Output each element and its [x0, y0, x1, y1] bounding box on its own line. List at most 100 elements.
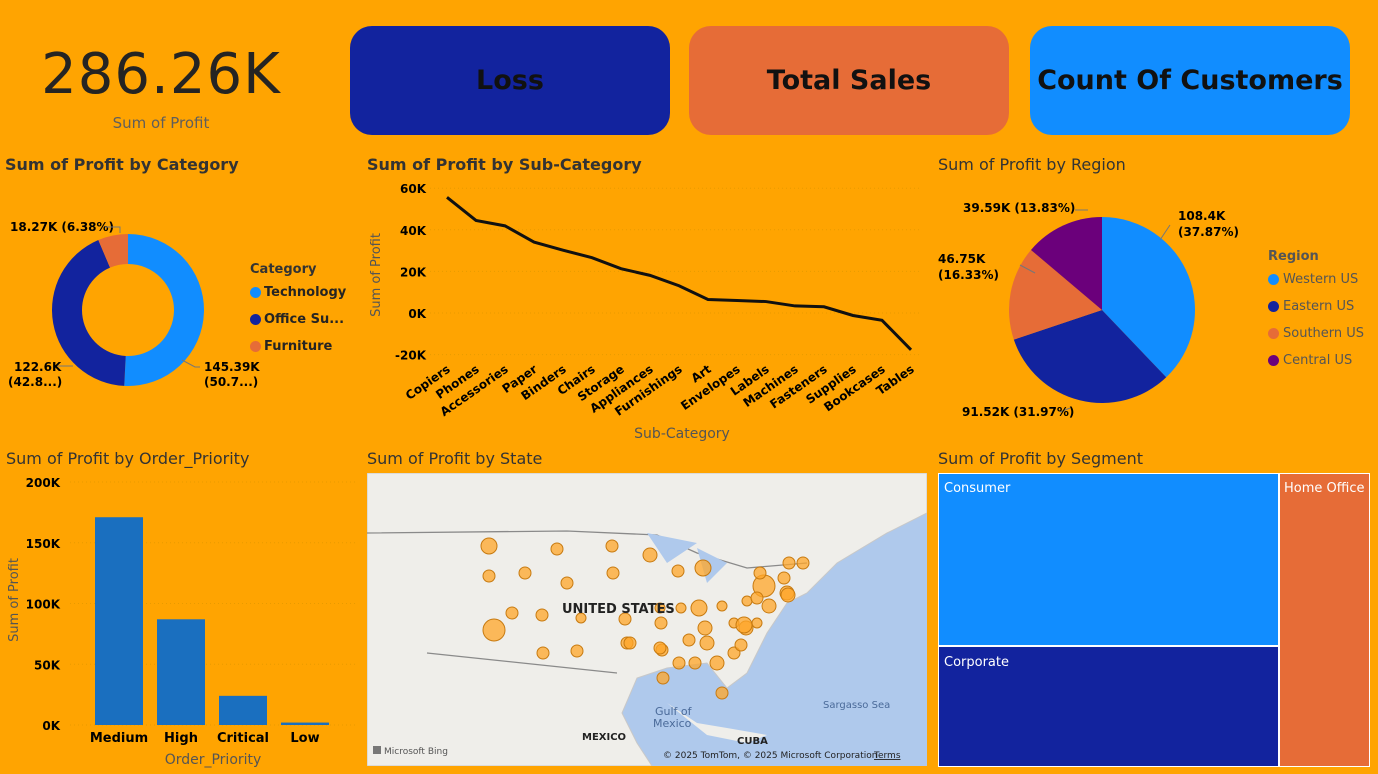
- state-bubble[interactable]: [709, 655, 725, 671]
- pie-label-western-pct: (37.87%): [1178, 225, 1239, 239]
- x-tick-label: Medium: [90, 731, 148, 746]
- map-label-gulf2: Mexico: [653, 717, 692, 730]
- legend-item-central[interactable]: Central US: [1268, 347, 1364, 374]
- state-bubble[interactable]: [715, 686, 729, 700]
- state-bubble[interactable]: [560, 576, 574, 590]
- map-attribution: © 2025 TomTom, © 2025 Microsoft Corporat…: [663, 751, 877, 761]
- legend-item-western[interactable]: Western US: [1268, 266, 1364, 293]
- state-bubble[interactable]: [751, 617, 763, 629]
- bar-medium[interactable]: [95, 517, 143, 725]
- state-bubble[interactable]: [550, 542, 564, 556]
- donut-label-furniture: 18.27K (6.38%): [10, 220, 114, 234]
- bar-high[interactable]: [157, 619, 205, 725]
- state-bubble[interactable]: [699, 635, 715, 651]
- treemap-tile-consumer[interactable]: Consumer: [938, 473, 1279, 646]
- donut-label-office: 122.6K: [14, 360, 62, 374]
- count-customers-button[interactable]: Count Of Customers: [1030, 26, 1350, 135]
- state-bubble[interactable]: [682, 633, 696, 647]
- state-bubble[interactable]: [482, 569, 496, 583]
- state-bubble[interactable]: [688, 656, 702, 670]
- state-bubble-map[interactable]: UNITED STATES Gulf of Mexico MEXICO CUBA…: [367, 473, 927, 766]
- legend-label: Office Su...: [264, 312, 345, 327]
- state-bubble[interactable]: [570, 644, 584, 658]
- state-bubble[interactable]: [505, 606, 519, 620]
- priority-y-axis-title: Sum of Profit: [7, 558, 22, 642]
- state-bubble[interactable]: [654, 616, 668, 630]
- pie-slice-centralus[interactable]: [1030, 217, 1102, 310]
- legend-item-technology[interactable]: Technology: [250, 279, 346, 306]
- map-label-mexico: MEXICO: [582, 732, 626, 743]
- state-bubble[interactable]: [606, 566, 620, 580]
- state-bubble[interactable]: [675, 602, 687, 614]
- map-terms-link[interactable]: Terms: [873, 751, 901, 761]
- category-donut-chart: 18.27K (6.38%) 122.6K (42.8...) 145.39K …: [8, 220, 260, 389]
- state-bubble[interactable]: [796, 556, 810, 570]
- total-sales-label: Total Sales: [766, 65, 932, 96]
- state-bubble[interactable]: [741, 595, 753, 607]
- state-bubble[interactable]: [518, 566, 532, 580]
- treemap-tile-corporate[interactable]: Corporate: [938, 646, 1279, 767]
- legend-dot-icon: [1268, 355, 1279, 366]
- legend-item-southern[interactable]: Southern US: [1268, 320, 1364, 347]
- state-bubble[interactable]: [690, 599, 708, 617]
- state-bubble[interactable]: [671, 564, 685, 578]
- state-bubble[interactable]: [780, 587, 796, 603]
- loss-label: Loss: [476, 65, 544, 96]
- state-bubble[interactable]: [535, 608, 549, 622]
- state-bubble[interactable]: [694, 559, 712, 577]
- pie-slice-westernus[interactable]: [1102, 217, 1195, 378]
- bar-low[interactable]: [281, 722, 329, 725]
- state-bubble[interactable]: [656, 671, 670, 685]
- region-legend-title: Region: [1268, 249, 1319, 264]
- legend-item-eastern[interactable]: Eastern US: [1268, 293, 1364, 320]
- state-bubble[interactable]: [777, 571, 791, 585]
- total-sales-button[interactable]: Total Sales: [689, 26, 1009, 135]
- y-tick-label: 50K: [34, 658, 61, 672]
- loss-button[interactable]: Loss: [350, 26, 670, 135]
- state-bubble[interactable]: [653, 641, 667, 655]
- treemap-tile-home-office[interactable]: Home Office: [1279, 473, 1370, 767]
- state-bubble[interactable]: [575, 612, 587, 624]
- state-bubble[interactable]: [761, 598, 777, 614]
- pie-slice-easternus[interactable]: [1013, 310, 1167, 403]
- legend-item-office-supplies[interactable]: Office Su...: [250, 306, 346, 333]
- state-bubble[interactable]: [482, 618, 506, 642]
- pie-label-southern: 46.75K: [938, 252, 986, 266]
- state-bubble[interactable]: [753, 566, 767, 580]
- legend-item-furniture[interactable]: Furniture: [250, 333, 346, 360]
- state-bubble[interactable]: [716, 600, 728, 612]
- legend-label: Western US: [1283, 272, 1359, 287]
- state-bubble[interactable]: [735, 616, 753, 634]
- y-tick-label: 0K: [408, 307, 426, 321]
- state-bubble[interactable]: [642, 547, 658, 563]
- state-bubble[interactable]: [654, 602, 666, 614]
- state-bubble[interactable]: [672, 656, 686, 670]
- y-tick-label: 20K: [400, 265, 427, 279]
- state-bubble[interactable]: [536, 646, 550, 660]
- state-bubble[interactable]: [480, 537, 498, 555]
- legend-label: Furniture: [264, 339, 333, 354]
- donut-slice-furniture[interactable]: [98, 234, 128, 268]
- y-tick-label: 200K: [26, 476, 61, 490]
- map-brand: Microsoft Bing: [384, 747, 448, 757]
- pie-slice-southernus[interactable]: [1009, 249, 1102, 340]
- pie-label-western: 108.4K: [1178, 209, 1226, 223]
- pie-label-central: 39.59K (13.83%): [963, 201, 1075, 215]
- state-bubble[interactable]: [618, 612, 632, 626]
- x-tick-label: Critical: [217, 731, 269, 746]
- state-bubble[interactable]: [623, 636, 637, 650]
- tile-label: Consumer: [944, 481, 1011, 496]
- donut-slice-technology[interactable]: [124, 234, 205, 386]
- state-bubble[interactable]: [750, 591, 764, 605]
- state-bubble[interactable]: [697, 620, 713, 636]
- state-bubble[interactable]: [782, 556, 796, 570]
- legend-dot-icon: [250, 314, 261, 325]
- donut-slice-officesu[interactable]: [51, 240, 126, 386]
- priority-chart-title: Sum of Profit by Order_Priority: [6, 449, 250, 468]
- state-bubble[interactable]: [734, 638, 748, 652]
- bar-critical[interactable]: [219, 695, 267, 725]
- map-label-us: UNITED STATES: [562, 602, 675, 617]
- state-bubble[interactable]: [605, 539, 619, 553]
- count-customers-label: Count Of Customers: [1037, 65, 1343, 96]
